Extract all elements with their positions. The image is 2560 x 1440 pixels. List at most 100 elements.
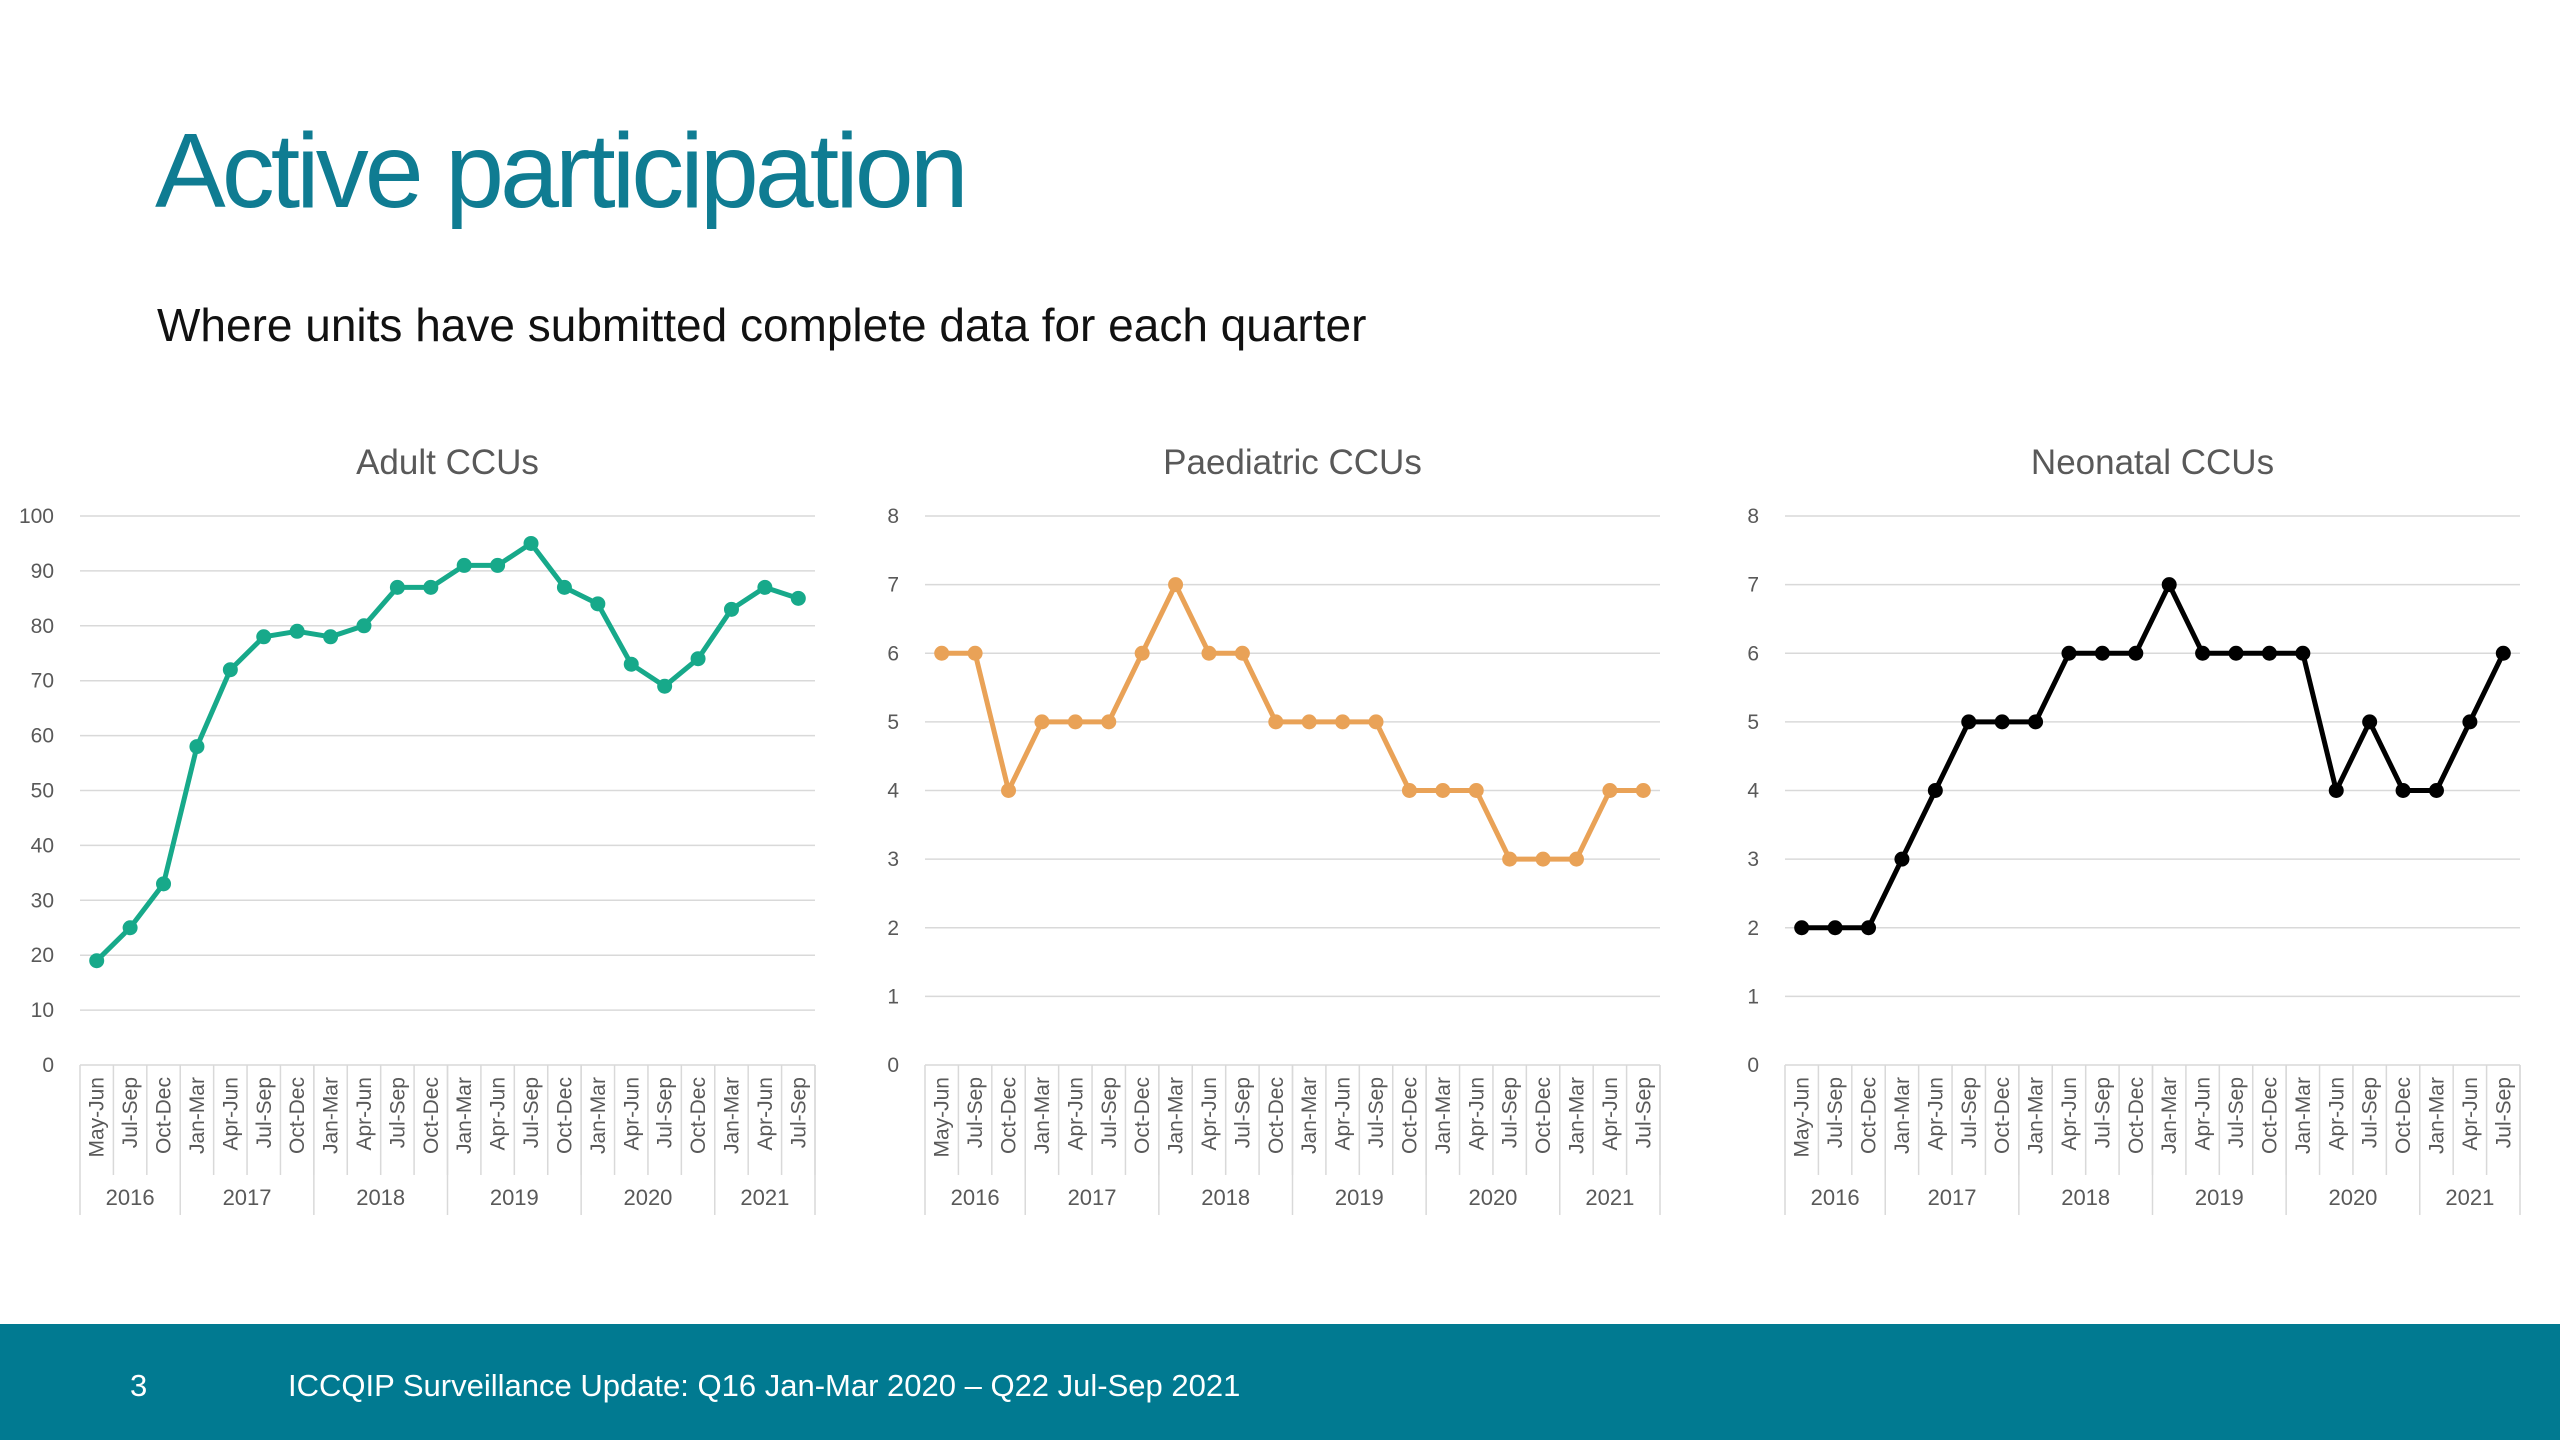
y-tick-label: 40 <box>31 834 54 857</box>
x-tick-label: Apr-Jun <box>2325 1077 2348 1151</box>
x-tick-label: Apr-Jun <box>754 1077 777 1151</box>
x-tick-label: Oct-Dec <box>1858 1077 1881 1154</box>
x-tick-label: Apr-Jun <box>620 1077 643 1151</box>
data-point <box>2195 645 2211 661</box>
slide-title: Active participation <box>155 112 969 230</box>
data-point <box>1927 783 1943 798</box>
year-label: 2019 <box>2195 1185 2244 1210</box>
y-tick-label: 60 <box>31 725 54 748</box>
data-point <box>1602 783 1618 798</box>
x-tick-label: Jul-Sep <box>386 1077 409 1148</box>
x-tick-label: Jan-Mar <box>2425 1077 2448 1154</box>
x-tick-label: Jul-Sep <box>1958 1077 1981 1148</box>
chart-title: Adult CCUs <box>356 443 539 482</box>
data-point <box>1101 714 1117 730</box>
y-tick-label: 7 <box>887 574 899 597</box>
x-tick-label: Apr-Jun <box>1332 1077 1355 1151</box>
data-point <box>2328 783 2344 798</box>
x-tick-label: Jul-Sep <box>2091 1077 2114 1148</box>
data-point <box>1794 920 1810 936</box>
data-point <box>1034 714 1050 730</box>
year-label: 2019 <box>490 1185 539 1210</box>
year-label: 2021 <box>740 1185 789 1210</box>
x-tick-label: Jul-Sep <box>2492 1077 2515 1148</box>
x-tick-label: Jan-Mar <box>720 1077 743 1154</box>
data-point <box>89 953 105 969</box>
y-tick-label: 4 <box>1747 780 1759 803</box>
data-point <box>1134 645 1150 661</box>
data-point <box>1635 783 1651 798</box>
x-tick-label: Jan-Mar <box>1298 1077 1321 1154</box>
data-point <box>1168 577 1184 593</box>
x-tick-label: Oct-Dec <box>687 1077 710 1154</box>
x-tick-label: Oct-Dec <box>420 1077 443 1154</box>
data-point <box>623 656 639 672</box>
y-tick-label: 6 <box>887 642 899 665</box>
data-point <box>1435 783 1451 798</box>
data-point <box>2128 645 2144 661</box>
data-point <box>1827 920 1843 936</box>
data-point <box>1401 783 1417 798</box>
chart-title: Neonatal CCUs <box>2031 443 2274 482</box>
data-point <box>2362 714 2378 730</box>
x-tick-label: Jan-Mar <box>1031 1077 1054 1154</box>
x-tick-label: Jan-Mar <box>1565 1077 1588 1154</box>
year-label: 2020 <box>623 1185 672 1210</box>
x-tick-label: Jul-Sep <box>520 1077 543 1148</box>
year-label: 2018 <box>1201 1185 1250 1210</box>
data-point <box>757 579 773 595</box>
x-tick-label: Apr-Jun <box>353 1077 376 1151</box>
x-tick-label: Jul-Sep <box>253 1077 276 1148</box>
y-tick-label: 6 <box>1747 642 1759 665</box>
y-tick-label: 0 <box>887 1054 899 1077</box>
data-point <box>389 579 405 595</box>
x-tick-label: Jul-Sep <box>787 1077 810 1148</box>
data-point <box>1502 851 1518 867</box>
x-tick-label: Oct-Dec <box>1131 1077 1154 1154</box>
year-label: 2018 <box>2061 1185 2110 1210</box>
y-tick-label: 7 <box>1747 574 1759 597</box>
x-tick-label: Jan-Mar <box>2025 1077 2048 1154</box>
y-tick-label: 0 <box>1747 1054 1759 1077</box>
data-point <box>1368 714 1384 730</box>
x-tick-label: Jan-Mar <box>587 1077 610 1154</box>
year-label: 2017 <box>1928 1185 1977 1210</box>
x-tick-label: Oct-Dec <box>1532 1077 1555 1154</box>
series-line <box>94 540 800 963</box>
chart-neonatal-ccus: Neonatal CCUs 0 1 2 3 4 5 6 7 8 May-Jun Jul-Sep Oct-… <box>1715 420 2555 1220</box>
data-point <box>2061 645 2077 661</box>
year-label: 2017 <box>223 1185 272 1210</box>
x-tick-label: Jul-Sep <box>1499 1077 1522 1148</box>
x-tick-label: Jul-Sep <box>964 1077 987 1148</box>
x-tick-label: May-Jun <box>1791 1077 1814 1158</box>
y-tick-label: 70 <box>31 670 54 693</box>
x-tick-label: Oct-Dec <box>286 1077 309 1154</box>
x-tick-label: May-Jun <box>931 1077 954 1158</box>
data-point <box>1894 851 1910 867</box>
data-point <box>1268 714 1284 730</box>
y-tick-label: 80 <box>31 615 54 638</box>
x-tick-label: Oct-Dec <box>2125 1077 2148 1154</box>
x-tick-label: Jan-Mar <box>1165 1077 1188 1154</box>
data-point <box>690 651 706 667</box>
x-tick-label: Oct-Dec <box>2392 1077 2415 1154</box>
data-point <box>323 629 339 645</box>
data-point <box>122 920 138 936</box>
x-tick-label: Oct-Dec <box>1991 1077 2014 1154</box>
chart-adult-ccus: Adult CCUs 0 10 20 30 40 50 60 70 80 90 100 May-Jun J… <box>10 420 850 1220</box>
series-line <box>1801 582 2506 931</box>
x-tick-label: Oct-Dec <box>1398 1077 1421 1154</box>
year-label: 2020 <box>2328 1185 2377 1210</box>
x-tick-label: Apr-Jun <box>219 1077 242 1151</box>
y-tick-label: 5 <box>887 711 899 734</box>
chart-paediatric-ccus: Paediatric CCUs 0 1 2 3 4 5 6 7 8 May-Jun Jul-Sep Oc… <box>855 420 1695 1220</box>
y-tick-label: 0 <box>42 1054 54 1077</box>
paediatric-ccus-chart-svg: Paediatric CCUs 0 1 2 3 4 5 6 7 8 May-Jun Jul-Sep Oc… <box>887 443 1661 1215</box>
x-tick-label: Oct-Dec <box>1265 1077 1288 1154</box>
data-point <box>657 678 673 694</box>
series-line <box>941 582 1644 862</box>
data-point <box>1234 645 1250 661</box>
data-point <box>790 590 806 606</box>
data-point <box>423 579 439 595</box>
x-tick-label: Apr-Jun <box>487 1077 510 1151</box>
